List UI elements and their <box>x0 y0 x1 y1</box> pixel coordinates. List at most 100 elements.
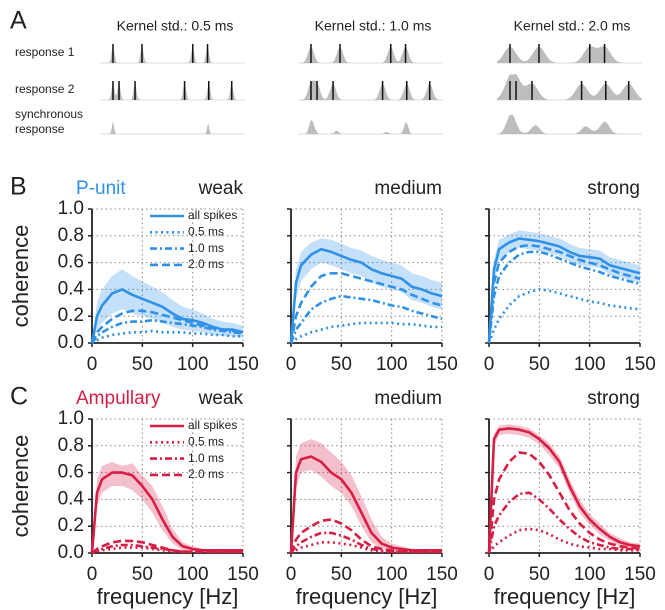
row-label: response 1 <box>15 45 75 59</box>
x-tick-label: 0 <box>484 564 495 585</box>
x-axis-label: frequency [Hz] <box>296 584 438 609</box>
y-axis-label: coherence <box>8 435 33 538</box>
x-tick-label: 50 <box>529 564 550 585</box>
panel-label: B <box>10 173 27 201</box>
x-tick-label: 150 <box>227 354 259 375</box>
kernel-trace <box>100 84 245 100</box>
x-tick-label: 150 <box>227 564 259 585</box>
y-tick-label: 0.6 <box>58 252 84 273</box>
legend-label: 2.0 ms <box>188 257 224 271</box>
x-tick-label: 50 <box>132 354 153 375</box>
x-tick-label: 0 <box>286 354 297 375</box>
subplot-title: weak <box>198 178 244 199</box>
legend-label: all spikes <box>188 418 237 432</box>
kernel-trace <box>298 80 443 100</box>
legend-label: 2.0 ms <box>188 467 224 481</box>
subplot-title: medium <box>374 388 442 409</box>
synchronous-trace <box>100 122 245 134</box>
x-axis-label: frequency [Hz] <box>97 584 239 609</box>
series-line <box>91 543 243 555</box>
x-tick-label: 150 <box>426 564 458 585</box>
y-tick-label: 0.8 <box>58 435 84 456</box>
series-line <box>90 309 244 344</box>
series-line <box>487 427 641 554</box>
series-line <box>289 518 442 554</box>
x-tick-label: 100 <box>376 564 408 585</box>
series-line <box>90 471 243 554</box>
series-line <box>487 250 641 344</box>
x-tick-label: 150 <box>624 354 656 375</box>
y-tick-label: 1.0 <box>58 198 84 219</box>
kernel-trace <box>298 47 443 63</box>
column-title: Kernel std.: 1.0 ms <box>315 18 432 34</box>
y-tick-label: 0.4 <box>58 488 85 509</box>
y-axis-label: coherence <box>8 225 33 328</box>
y-tick-label: 0.4 <box>58 278 85 299</box>
x-tick-label: 0 <box>484 354 495 375</box>
series-line <box>289 294 443 344</box>
x-tick-label: 50 <box>529 354 550 375</box>
legend-label: 1.0 ms <box>188 451 224 465</box>
x-tick-label: 100 <box>376 354 408 375</box>
kernel-trace <box>100 47 245 63</box>
legend-label: 1.0 ms <box>188 241 224 255</box>
y-tick-label: 0.8 <box>58 225 84 246</box>
legend-label: 0.5 ms <box>188 434 224 448</box>
series-line <box>290 321 442 345</box>
x-axis-label: frequency [Hz] <box>494 584 636 609</box>
row-label: synchronous <box>15 107 83 121</box>
x-tick-label: 150 <box>426 354 458 375</box>
column-title: Kernel std.: 2.0 ms <box>514 18 631 34</box>
panel-label: A <box>10 7 27 35</box>
synchronous-trace <box>497 114 642 134</box>
series-line <box>289 455 442 554</box>
series-line <box>91 329 243 345</box>
synchronous-trace <box>298 120 443 134</box>
series-line <box>487 451 641 554</box>
x-tick-label: 50 <box>331 564 352 585</box>
series-line <box>289 272 443 344</box>
x-tick-label: 100 <box>574 564 606 585</box>
series-line <box>487 243 641 344</box>
x-tick-label: 50 <box>331 354 352 375</box>
series-line <box>91 539 243 555</box>
confidence-band <box>489 230 640 343</box>
series-line <box>487 237 641 344</box>
confidence-band <box>291 238 442 343</box>
x-tick-label: 100 <box>177 354 209 375</box>
y-tick-label: 0.0 <box>58 332 84 353</box>
y-tick-label: 0.6 <box>58 462 84 483</box>
x-tick-label: 100 <box>574 354 606 375</box>
subplot-title: strong <box>587 178 640 199</box>
row-label: response 2 <box>15 82 75 96</box>
series-line <box>289 531 442 554</box>
x-tick-label: 100 <box>177 564 209 585</box>
subplot-title: weak <box>198 388 244 409</box>
series-line <box>90 318 244 344</box>
subplot-title: strong <box>587 388 640 409</box>
y-tick-label: 1.0 <box>58 408 84 429</box>
confidence-band <box>291 439 442 553</box>
legend-label: 0.5 ms <box>188 224 224 238</box>
series-line <box>289 247 443 344</box>
series-line <box>91 546 243 555</box>
confidence-band <box>92 461 243 553</box>
x-tick-label: 0 <box>87 354 98 375</box>
x-tick-label: 0 <box>87 564 98 585</box>
series-line <box>487 491 641 554</box>
y-tick-label: 0.0 <box>58 542 84 563</box>
kernel-trace <box>497 46 642 63</box>
y-tick-label: 0.2 <box>58 305 84 326</box>
column-title: Kernel std.: 0.5 ms <box>117 18 234 34</box>
x-tick-label: 50 <box>132 564 153 585</box>
row-title: Ampullary <box>76 388 161 409</box>
row-label: response <box>15 122 65 136</box>
legend-label: all spikes <box>188 208 237 222</box>
x-tick-label: 150 <box>624 564 656 585</box>
confidence-band <box>489 424 640 553</box>
subplot-title: medium <box>374 178 442 199</box>
panel-label: C <box>10 383 28 411</box>
series-line <box>487 527 640 554</box>
